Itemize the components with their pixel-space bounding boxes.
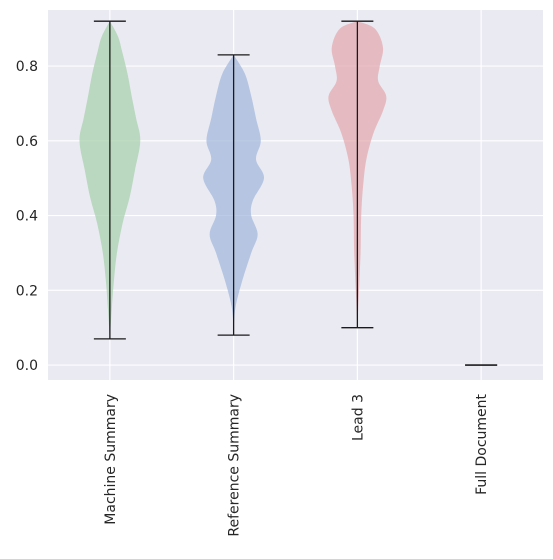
x-tick-label: Full Document [474, 393, 490, 494]
x-tick-label: Reference Summary [227, 394, 243, 537]
plot-background [48, 10, 543, 380]
x-axis: Machine Summary Reference Summary Lead 3 Fu… [103, 393, 490, 536]
y-axis: 0.0 0.2 0.4 0.6 0.8 [16, 59, 38, 374]
y-tick-label: 0.4 [16, 209, 38, 225]
y-tick-label: 0.2 [16, 283, 38, 299]
y-tick-label: 0.6 [16, 134, 38, 150]
y-tick-label: 0.0 [16, 358, 38, 374]
x-tick-label: Lead 3 [350, 394, 366, 441]
whiskers [93, 20, 498, 366]
y-tick-label: 0.8 [16, 59, 38, 75]
x-tick-label: Machine Summary [103, 394, 119, 525]
